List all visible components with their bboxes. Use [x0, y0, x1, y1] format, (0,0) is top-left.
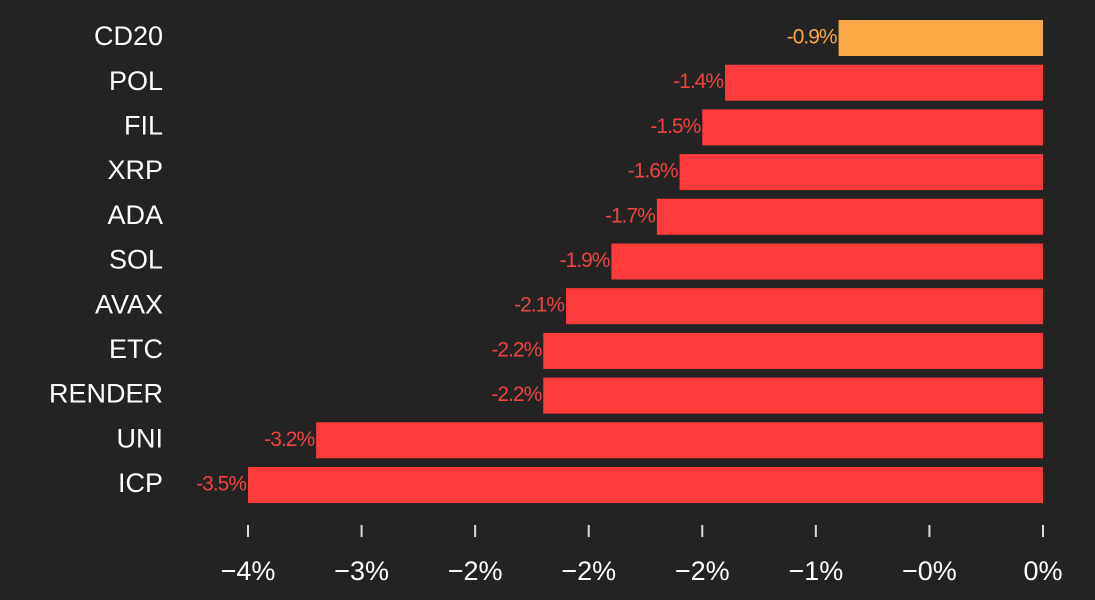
bar — [543, 377, 1043, 414]
category-label: ADA — [107, 200, 163, 230]
category-label: AVAX — [95, 289, 163, 319]
x-tick-label: −2% — [561, 556, 616, 586]
value-label: -3.2% — [264, 428, 314, 451]
bar — [679, 154, 1043, 191]
category-label: RENDER — [49, 379, 163, 409]
x-tick-label: −1% — [788, 556, 843, 586]
value-label: -1.6% — [628, 160, 678, 183]
value-label: -1.9% — [560, 249, 610, 272]
category-label: SOL — [109, 245, 163, 275]
bar — [316, 422, 1044, 459]
value-label: -2.2% — [491, 338, 541, 361]
bar — [702, 109, 1043, 146]
value-label: -1.5% — [650, 115, 700, 138]
bar — [838, 20, 1043, 56]
category-label: ICP — [118, 468, 163, 498]
x-tick-label: −2% — [675, 556, 730, 586]
x-tick-label: −4% — [221, 556, 276, 586]
value-label: -2.1% — [514, 294, 564, 317]
bar — [725, 64, 1043, 101]
category-label: UNI — [117, 423, 164, 453]
x-tick-label: −2% — [448, 556, 503, 586]
bar — [566, 288, 1043, 325]
value-label: -0.9% — [787, 26, 837, 49]
x-tick-label: −3% — [334, 556, 389, 586]
value-label: -3.5% — [196, 473, 246, 496]
x-tick-label: −0% — [902, 556, 957, 586]
bar — [611, 243, 1043, 280]
bar — [656, 198, 1043, 235]
bar — [248, 467, 1043, 503]
x-tick-label: 0% — [1023, 556, 1062, 586]
bar — [543, 332, 1043, 369]
category-label: FIL — [124, 111, 163, 141]
category-label: ETC — [109, 334, 163, 364]
value-label: -1.7% — [605, 204, 655, 227]
value-label: -1.4% — [673, 70, 723, 93]
category-label: XRP — [107, 155, 163, 185]
category-label: POL — [109, 66, 163, 96]
category-label: CD20 — [94, 21, 163, 51]
value-label: -2.2% — [491, 383, 541, 406]
